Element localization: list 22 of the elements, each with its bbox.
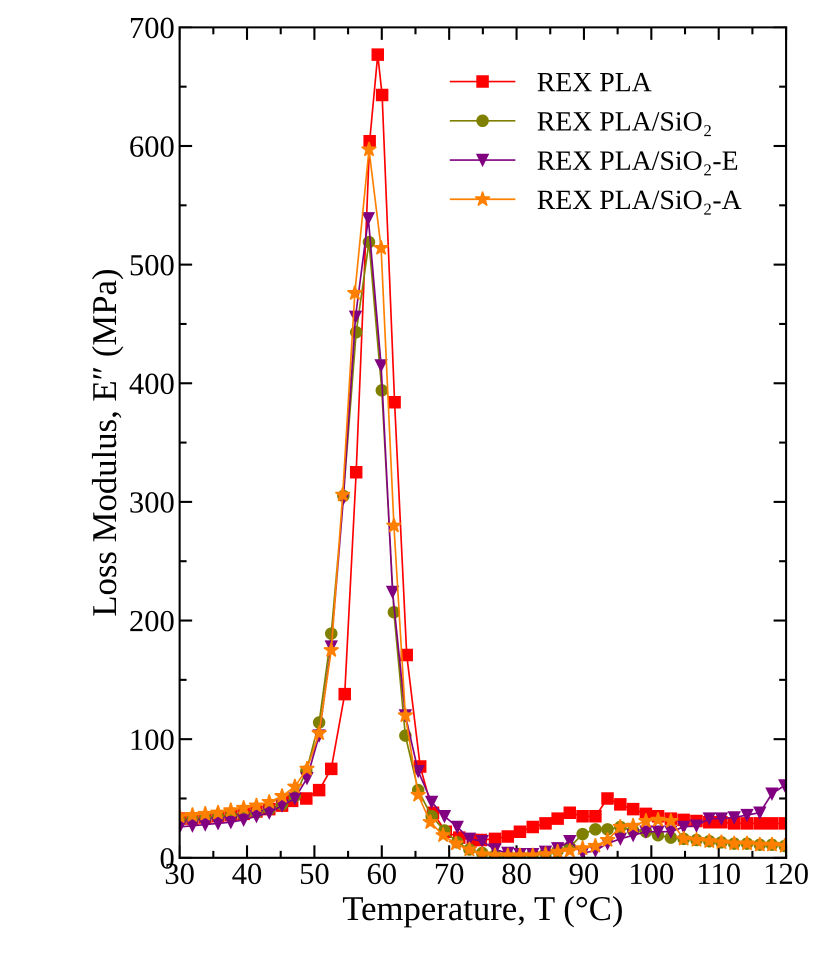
y-tick-label: 500 — [130, 254, 174, 276]
x-axis-title: Temperature, T (°C) — [342, 896, 622, 928]
y-tick-label: 700 — [130, 18, 174, 38]
y-tick-label: 200 — [130, 610, 174, 632]
legend-label: REX PLA/SiO₂ — [538, 112, 711, 136]
y-tick-label: 100 — [132, 729, 174, 750]
x-tick-label: 40 — [232, 864, 262, 884]
y-tick-label: 400 — [130, 374, 174, 394]
y-tick-label: 300 — [130, 492, 174, 513]
y-tick-label: 600 — [130, 136, 174, 157]
x-tick-label: 80 — [502, 864, 531, 884]
legend-label: REX PLA — [538, 72, 652, 92]
x-tick-label: 90 — [570, 864, 598, 884]
x-tick-label: 60 — [368, 864, 396, 884]
x-tick-label: 120 — [766, 864, 808, 884]
legend-label: REX PLA/SiO₂-A — [538, 190, 742, 215]
x-tick-label: 100 — [631, 864, 674, 884]
legend-label: REX PLA/SiO₂-E — [538, 151, 738, 176]
x-tick-label: 70 — [436, 864, 464, 884]
x-tick-label: 110 — [699, 864, 740, 884]
x-tick-label: 50 — [300, 864, 329, 884]
y-axis-title: Loss Modulus, E″ (MPa) — [92, 270, 124, 616]
